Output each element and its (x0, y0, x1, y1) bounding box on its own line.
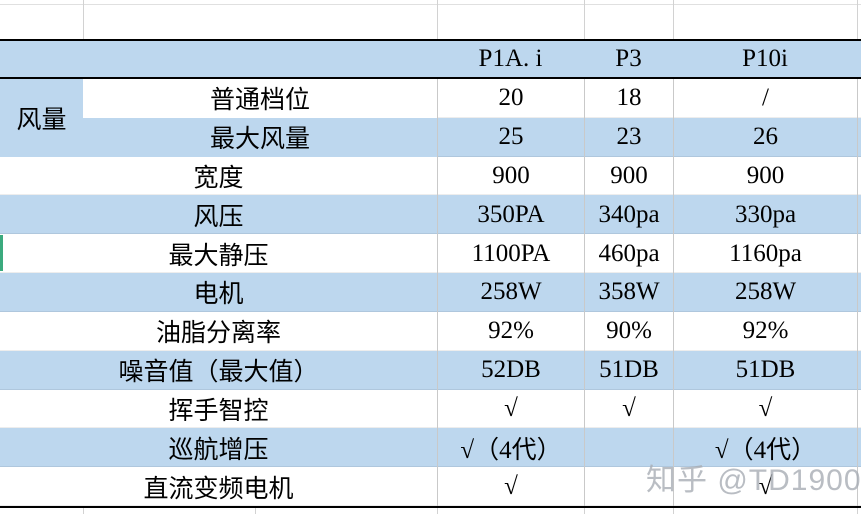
header-spacer (0, 41, 437, 77)
cell-p3[interactable]: 51DB (584, 350, 673, 390)
cell-p3[interactable]: √ (584, 389, 673, 429)
row-label[interactable]: 风压 (193, 203, 244, 231)
cell-p1ai[interactable]: 52DB (437, 350, 584, 390)
cell-p3[interactable] (584, 428, 673, 468)
edge-cell (857, 234, 861, 274)
header-top-rule (0, 39, 861, 41)
row-motor: 电机 258W 358W 258W (0, 273, 861, 312)
column-gridline (255, 508, 256, 514)
column-gridline (584, 0, 585, 39)
cell-p10i[interactable]: 92% (673, 311, 857, 351)
cell-p1ai[interactable]: 900 (437, 156, 584, 196)
cell-p10i[interactable]: 1160pa (673, 234, 857, 274)
edge-cell (857, 428, 861, 468)
cell-p10i[interactable]: 900 (673, 156, 857, 196)
row-label[interactable]: 油脂分离率 (155, 320, 281, 348)
column-gridline (857, 508, 858, 514)
edge-cell (857, 273, 861, 312)
row-label[interactable]: 最大静压 (168, 242, 269, 270)
bottom-partial-row (0, 508, 861, 514)
column-gridline (437, 508, 438, 514)
header-cell-p1ai[interactable]: P1A. i (478, 45, 543, 72)
green-cell-marker (0, 235, 3, 271)
header-bottom-rule (0, 77, 861, 79)
row-dc-inverter-motor: 直流变频电机 √ √ (0, 467, 861, 506)
cell-p3[interactable]: 90% (584, 311, 673, 351)
row-cruise-boost: 巡航增压 √（4代） √（4代） (0, 428, 861, 468)
row-max-static-pressure: 最大静压 1100PA 460pa 1160pa (0, 234, 861, 274)
cell-p1ai[interactable]: 92% (437, 311, 584, 351)
header-cell-p3[interactable]: P3 (615, 45, 642, 72)
cell-p1ai[interactable]: √ (437, 467, 584, 506)
cell-p1ai[interactable]: √（4代） (437, 428, 584, 468)
cell-p10i[interactable]: / (673, 79, 857, 118)
cell-p10i[interactable]: 26 (673, 117, 857, 157)
cell-p3[interactable]: 460pa (584, 234, 673, 274)
column-gridline (857, 0, 858, 39)
cell-p1ai[interactable]: 1100PA (437, 234, 584, 274)
top-empty-row (0, 0, 861, 39)
row-label[interactable]: 最大风量 (83, 117, 437, 157)
header-cell-p10i[interactable]: P10i (742, 45, 788, 72)
cell-p1ai[interactable]: 350PA (437, 195, 584, 235)
edge-cell (857, 311, 861, 351)
edge-cell (857, 79, 861, 118)
edge-cell (857, 195, 861, 235)
row-gesture-control: 挥手智控 √ √ √ (0, 389, 861, 429)
cell-p10i[interactable]: √（4代） (673, 428, 857, 468)
cell-p10i[interactable]: 258W (673, 273, 857, 312)
cell-p10i[interactable]: √ (673, 467, 857, 506)
cell-p1ai[interactable]: 258W (437, 273, 584, 312)
column-gridline (83, 0, 84, 39)
partial-row-gridline (0, 4, 861, 5)
column-gridline (673, 0, 674, 39)
edge-cell (857, 117, 861, 157)
row-width: 宽度 900 900 900 (0, 156, 861, 196)
merged-cell-airflow[interactable]: 风量 (0, 79, 83, 157)
cell-p10i[interactable]: 330pa (673, 195, 857, 235)
row-label[interactable]: 巡航增压 (168, 436, 269, 464)
edge-cell (857, 350, 861, 390)
column-gridline (673, 508, 674, 514)
row-noise: 噪音值（最大值） 52DB 51DB 51DB (0, 350, 861, 390)
row-label[interactable]: 宽度 (193, 165, 244, 193)
cell-p10i[interactable]: √ (673, 389, 857, 429)
row-normal-gear: 普通档位 20 18 / (0, 79, 861, 118)
edge-cell (857, 467, 861, 506)
header-edge (857, 41, 861, 77)
cell-p3[interactable]: 900 (584, 156, 673, 196)
cell-p10i[interactable]: 51DB (673, 350, 857, 390)
edge-cell (857, 156, 861, 196)
table-body: 普通档位 20 18 / 最大风量 25 23 26 宽度 900 900 90… (0, 79, 861, 506)
column-gridline (83, 508, 84, 514)
column-gridline (437, 0, 438, 39)
row-label[interactable]: 普通档位 (83, 79, 437, 118)
cell-p1ai[interactable]: 20 (437, 79, 584, 118)
model-header-row: P1A. i P3 P10i (0, 41, 861, 77)
cell-p1ai[interactable]: √ (437, 389, 584, 429)
table-bottom-rule (0, 506, 861, 508)
cell-p3[interactable]: 23 (584, 117, 673, 157)
row-label[interactable]: 电机 (193, 281, 244, 309)
cell-p1ai[interactable]: 25 (437, 117, 584, 157)
column-gridline (584, 508, 585, 514)
row-max-airflow: 最大风量 25 23 26 (0, 117, 861, 157)
row-wind-pressure: 风压 350PA 340pa 330pa (0, 195, 861, 235)
row-label[interactable]: 直流变频电机 (143, 475, 294, 503)
cell-p3[interactable] (584, 467, 673, 506)
zhihu-watermark: 知乎 @TD1900 (646, 464, 861, 497)
row-label[interactable]: 噪音值（最大值） (118, 359, 319, 387)
cell-p3[interactable]: 358W (584, 273, 673, 312)
cell-p3[interactable]: 18 (584, 79, 673, 118)
edge-cell (857, 389, 861, 429)
row-label[interactable]: 挥手智控 (168, 397, 269, 425)
cell-p3[interactable]: 340pa (584, 195, 673, 235)
row-grease-separation: 油脂分离率 92% 90% 92% (0, 311, 861, 351)
